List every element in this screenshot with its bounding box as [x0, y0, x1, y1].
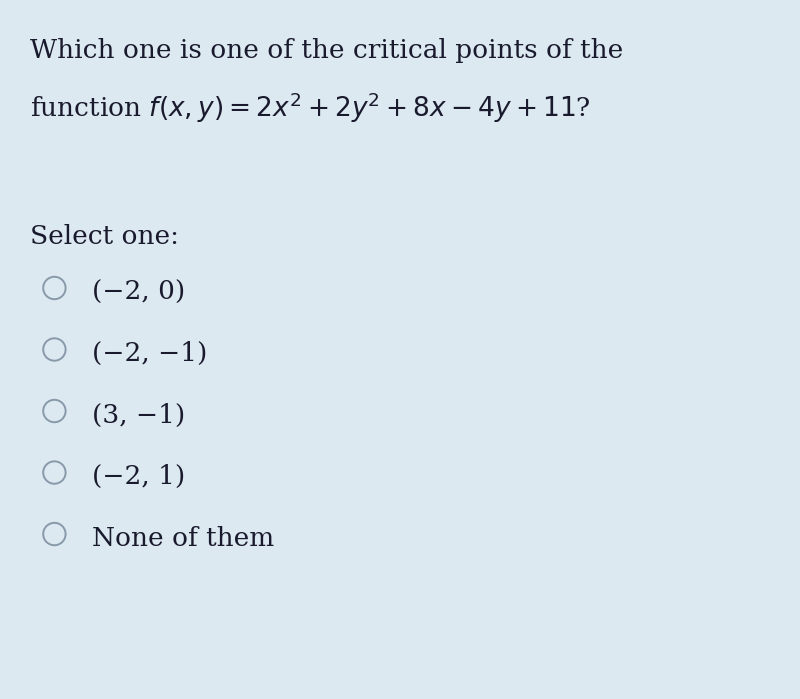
Text: None of them: None of them [92, 526, 274, 551]
Text: (−2, 1): (−2, 1) [92, 464, 186, 489]
Text: function $f(x, y) = 2x^2 + 2y^2 + 8x - 4y + 11$?: function $f(x, y) = 2x^2 + 2y^2 + 8x - 4… [30, 91, 591, 125]
Text: Select one:: Select one: [30, 224, 179, 249]
Text: (−2, 0): (−2, 0) [92, 280, 186, 305]
Text: (−2, −1): (−2, −1) [92, 341, 207, 366]
Text: Which one is one of the critical points of the: Which one is one of the critical points … [30, 38, 624, 64]
Text: (3, −1): (3, −1) [92, 403, 186, 428]
